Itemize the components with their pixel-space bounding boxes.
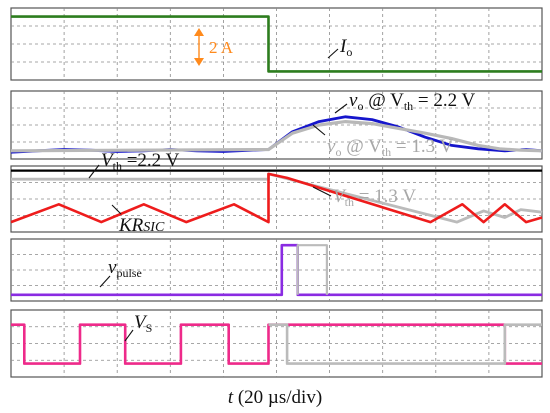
pulse-label: vpulse [108, 257, 142, 280]
kr-label: KRSIC [118, 215, 165, 236]
series-krsic [10, 172, 543, 224]
io-label: Io [339, 36, 352, 59]
vs-pointer [124, 329, 134, 342]
vth-hi-pointer [88, 164, 100, 179]
step-label: 2 A [209, 38, 234, 57]
vo-lo-pointer [312, 124, 326, 136]
series-vpulse-1-3-v [296, 244, 328, 295]
vth-hi-label: Vth =2.2 V [101, 150, 180, 173]
kr-pointer [111, 204, 122, 215]
series-vs [11, 323, 542, 365]
series-layer [10, 15, 543, 365]
vo-hi-pointer [334, 103, 348, 114]
vth-lo-label: Vth = 1.3 V [333, 186, 416, 209]
series-io [11, 15, 542, 73]
step-arrow-down [194, 58, 204, 66]
series-vo-vth-1-3-v [10, 119, 543, 153]
panels-layer [10, 7, 543, 378]
x-axis-label: t (20 µs/div) [228, 387, 322, 408]
vth-lo-pointer [312, 186, 332, 197]
series-vs-vth-1-3-v [268, 323, 542, 365]
series-vpulse [11, 243, 542, 297]
vo-hi-label: vo @ Vth = 2.2 V [349, 90, 476, 113]
step-arrow-up [194, 28, 204, 36]
vo-lo-label: vo @ Vth = 1.3 V [327, 136, 454, 159]
pulse-pointer [99, 275, 111, 288]
vs-label: VS [134, 312, 152, 335]
io-label-pointer [327, 48, 339, 59]
step-annotation: 2 A [194, 28, 234, 66]
